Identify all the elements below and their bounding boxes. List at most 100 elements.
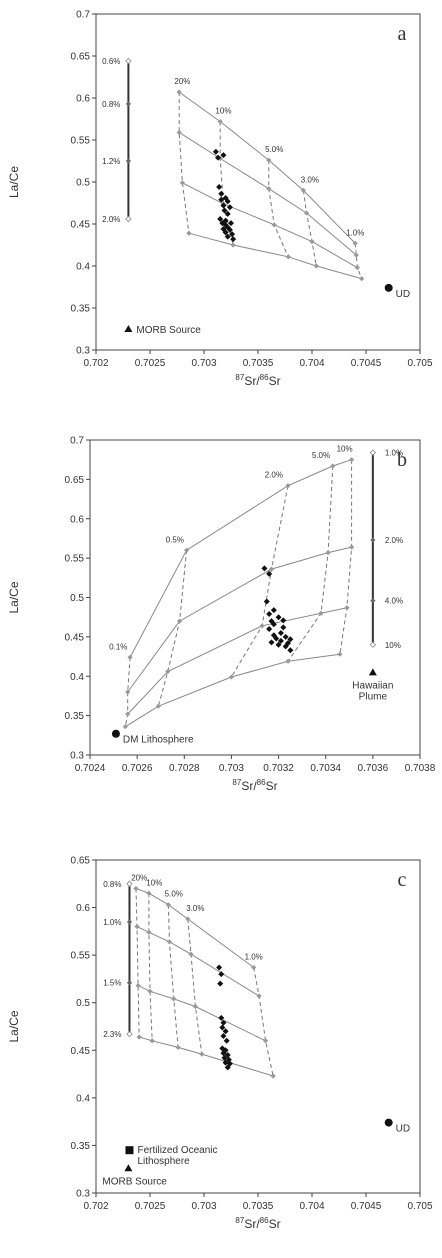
- y-tick-label: 0.65: [65, 475, 85, 486]
- y-tick-label: 0.3: [76, 346, 90, 357]
- scale-bar-label: 1.2%: [102, 157, 120, 166]
- mixing-solid-line: [135, 888, 254, 968]
- y-tick-label: 0.5: [76, 998, 90, 1009]
- data-point: [226, 204, 233, 211]
- grid-node-marker: [134, 924, 140, 930]
- scale-bar-label: 0.6%: [102, 57, 120, 66]
- x-axis-label: 87Sr/86Sr: [235, 373, 280, 388]
- scale-bar-label: 0.8%: [103, 880, 121, 889]
- curve-label: 5.0%: [165, 890, 183, 899]
- y-tick-label: 0.55: [71, 951, 91, 962]
- plot-frame: [95, 859, 421, 1194]
- grid-node-marker: [318, 610, 324, 616]
- grid-node-marker: [313, 263, 319, 269]
- curve-label: 10%: [146, 878, 162, 887]
- chart-svg-b: 0.7024 0.7026 0.7028 0.703 0.7032 0.7034 0.703…: [7, 436, 436, 794]
- grid-node-marker: [186, 230, 192, 236]
- curve-label: 3.0%: [301, 175, 319, 184]
- grid-node-marker: [285, 483, 291, 489]
- y-tick-label: 0.6: [76, 94, 90, 105]
- curve-label: 1.0%: [245, 953, 263, 962]
- grid-node-marker: [353, 252, 359, 258]
- scale-bar-label: 10%: [385, 641, 401, 650]
- chart-svg-c: 0.702 0.7025 0.703 0.7035 0.704 0.7045 0.705 0.…: [7, 856, 433, 1232]
- scale-bar-label: 1.0%: [103, 918, 121, 927]
- y-tick-label: 0.55: [71, 136, 91, 147]
- y-tick-label: 0.6: [76, 903, 90, 914]
- chart-panel-a: 0.702 0.7025 0.703 0.7035 0.704 0.7045 0.705 0.…: [0, 0, 442, 400]
- mixing-dashed-line: [302, 190, 317, 267]
- x-tick-label: 0.7034: [310, 763, 341, 774]
- grid-node-marker: [262, 1038, 269, 1044]
- end-member-circle: [384, 283, 393, 292]
- y-tick-label: 0.55: [65, 554, 85, 565]
- grid-node-marker: [325, 550, 331, 556]
- curve-label: 5.0%: [265, 145, 283, 154]
- grid-node-marker: [184, 547, 190, 553]
- x-tick-label: 0.7026: [122, 763, 153, 774]
- y-axis-label: La/Ce: [7, 1010, 21, 1042]
- y-axis-label: La/Ce: [7, 581, 21, 613]
- x-tick-label: 0.7024: [75, 763, 106, 774]
- data-point: [217, 980, 224, 987]
- grid-node-marker: [133, 885, 139, 892]
- data-point: [261, 565, 268, 572]
- grid-node-marker: [176, 129, 182, 136]
- data-point: [282, 643, 289, 650]
- curve-label: 10%: [337, 445, 353, 454]
- data-point: [266, 626, 273, 632]
- data-point: [263, 598, 270, 605]
- x-tick-label: 0.7038: [405, 763, 436, 774]
- grid-node-marker: [271, 222, 277, 228]
- curve-label: 3.0%: [186, 904, 204, 913]
- mixing-dashed-line: [178, 92, 190, 234]
- data-point: [224, 1064, 231, 1071]
- end-member-label: UD: [396, 289, 410, 300]
- end-member-triangle: [124, 325, 133, 332]
- mixing-solid-line: [178, 91, 356, 244]
- x-tick-label: 0.7045: [351, 358, 382, 369]
- x-tick-label: 0.704: [299, 358, 324, 369]
- data-point: [270, 621, 277, 628]
- mixing-dashed-line: [230, 485, 289, 678]
- data-point: [266, 611, 273, 618]
- x-axis-label: 87Sr/86Sr: [232, 778, 277, 793]
- data-point: [220, 1050, 227, 1057]
- data-point: [280, 624, 287, 631]
- data-point: [230, 236, 237, 243]
- y-tick-label: 0.35: [71, 304, 91, 315]
- data-point: [219, 1024, 226, 1031]
- data-point: [223, 1037, 230, 1044]
- grid-node-marker: [352, 240, 358, 246]
- mixing-dashed-line: [124, 657, 131, 727]
- grid-node-marker: [217, 118, 223, 125]
- grid-node-marker: [149, 1038, 155, 1044]
- grid-node-marker: [171, 996, 177, 1002]
- grid-node-marker: [199, 1051, 205, 1057]
- grid-node-marker: [285, 254, 291, 260]
- mixing-dashed-line: [339, 459, 353, 655]
- grid-node-marker: [268, 566, 275, 572]
- y-tick-label: 0.35: [71, 1141, 91, 1152]
- x-tick-label: 0.703: [219, 763, 244, 774]
- x-tick-label: 0.704: [299, 1201, 324, 1212]
- grid-node-marker: [176, 618, 183, 624]
- grid-node-marker: [146, 929, 152, 935]
- data-point: [273, 635, 280, 642]
- y-tick-label: 0.6: [70, 514, 84, 525]
- x-tick-label: 0.702: [83, 358, 108, 369]
- data-point: [222, 229, 229, 236]
- mixing-solid-line: [137, 985, 266, 1042]
- x-axis-label: 87Sr/86Sr: [235, 1216, 280, 1231]
- grid-node-marker: [146, 890, 152, 896]
- scale-bar-marker: [125, 158, 131, 164]
- grid-node-marker: [304, 210, 310, 216]
- y-tick-label: 0.5: [76, 178, 90, 189]
- y-tick-label: 0.7: [76, 10, 90, 21]
- data-point: [228, 220, 234, 227]
- data-point: [275, 614, 282, 621]
- grid-node-marker: [135, 982, 141, 989]
- mixing-dashed-line: [157, 550, 188, 707]
- mixing-solid-line: [188, 232, 362, 280]
- y-tick-label: 0.45: [65, 632, 85, 643]
